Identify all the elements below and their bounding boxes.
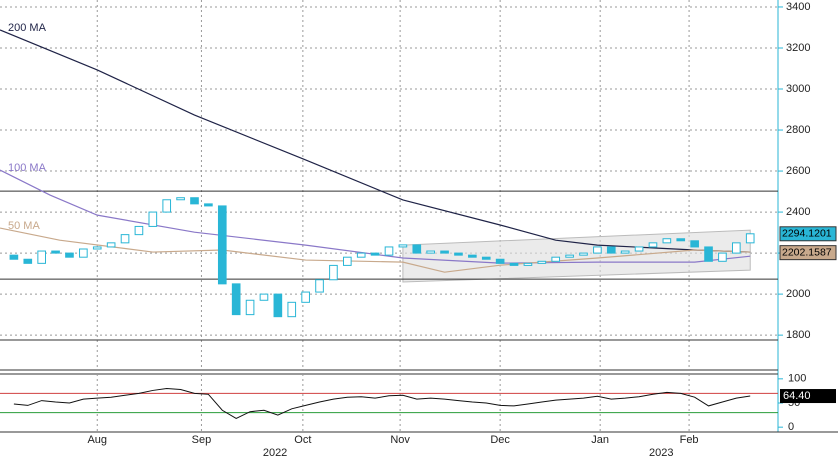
ma-line (0, 169, 751, 264)
y-tick-label: 3000 (786, 83, 810, 95)
candle (343, 256, 352, 266)
candle (676, 238, 686, 242)
candle (551, 256, 561, 262)
rsi-tag-label: 64.40 (783, 390, 811, 402)
rsi-line (13, 387, 751, 420)
candle (426, 250, 435, 254)
candle (120, 234, 130, 244)
candle (37, 250, 46, 264)
candle (718, 252, 727, 262)
candle (134, 225, 144, 236)
y-tick-label: 0 (788, 421, 794, 433)
candle (593, 246, 602, 254)
candle (634, 246, 644, 252)
candle (440, 250, 449, 254)
ma-label: 50 MA (8, 220, 40, 232)
candle (148, 211, 158, 227)
candle (648, 242, 658, 248)
candle (301, 291, 310, 303)
year-label: 2022 (263, 447, 287, 459)
x-tick-label: Dec (490, 434, 510, 446)
candle (565, 254, 574, 258)
candle (523, 262, 533, 266)
x-tick-label: Oct (294, 434, 311, 446)
candle (92, 246, 102, 250)
candle (606, 246, 616, 254)
y-tick-label: 2000 (786, 288, 810, 300)
y-tick-label: 2400 (786, 206, 810, 218)
price-tag (779, 226, 837, 242)
candle (468, 254, 477, 258)
candle (356, 252, 366, 258)
ma-line (0, 29, 751, 253)
candle (495, 258, 505, 264)
y-tick-label: 3200 (786, 42, 810, 54)
candle (620, 250, 630, 254)
y-tick-label: 100 (788, 373, 806, 385)
y-tick-label: 2800 (786, 124, 810, 136)
candle (384, 246, 394, 256)
candle (732, 242, 741, 254)
candle (412, 244, 422, 254)
y-tick-label: 3400 (786, 1, 810, 13)
y-tick-label: 1800 (786, 329, 810, 341)
candle (704, 246, 713, 262)
candle (454, 252, 463, 256)
candle (106, 242, 116, 248)
candle (509, 262, 519, 266)
price-tag (779, 245, 837, 261)
ma-label: 200 MA (8, 22, 47, 34)
ma-label: 100 MA (8, 162, 47, 174)
candle (662, 238, 672, 244)
candle (329, 264, 338, 281)
price-tag-label: 2294.1201 (782, 228, 832, 240)
candle (745, 233, 755, 244)
candle (370, 252, 380, 256)
candle (481, 256, 491, 260)
candle (259, 293, 269, 301)
candle (245, 299, 255, 316)
candle (23, 258, 33, 264)
candle (315, 279, 324, 293)
candle (204, 203, 213, 207)
candle (9, 254, 19, 260)
x-tick-label: Aug (87, 434, 107, 446)
y-tick-label: 2600 (786, 165, 810, 177)
candle (65, 252, 74, 258)
candle (79, 248, 88, 258)
price-tag-label: 2202.1587 (782, 246, 832, 258)
candle (190, 197, 199, 205)
candle (273, 293, 283, 318)
rsi-tag (780, 389, 836, 404)
candle (51, 250, 60, 254)
ma-line (0, 227, 751, 273)
candle (162, 199, 172, 213)
candle (176, 197, 185, 201)
candle (217, 205, 227, 285)
candle (579, 252, 588, 256)
x-tick-label: Jan (591, 434, 609, 446)
candle (287, 301, 297, 318)
candle (690, 240, 699, 248)
x-tick-label: Feb (680, 434, 699, 446)
year-label: 2023 (649, 447, 673, 459)
candle (231, 283, 241, 316)
x-tick-label: Nov (390, 434, 410, 446)
candle (398, 244, 408, 248)
candle (537, 260, 547, 264)
x-tick-label: Sep (192, 434, 212, 446)
